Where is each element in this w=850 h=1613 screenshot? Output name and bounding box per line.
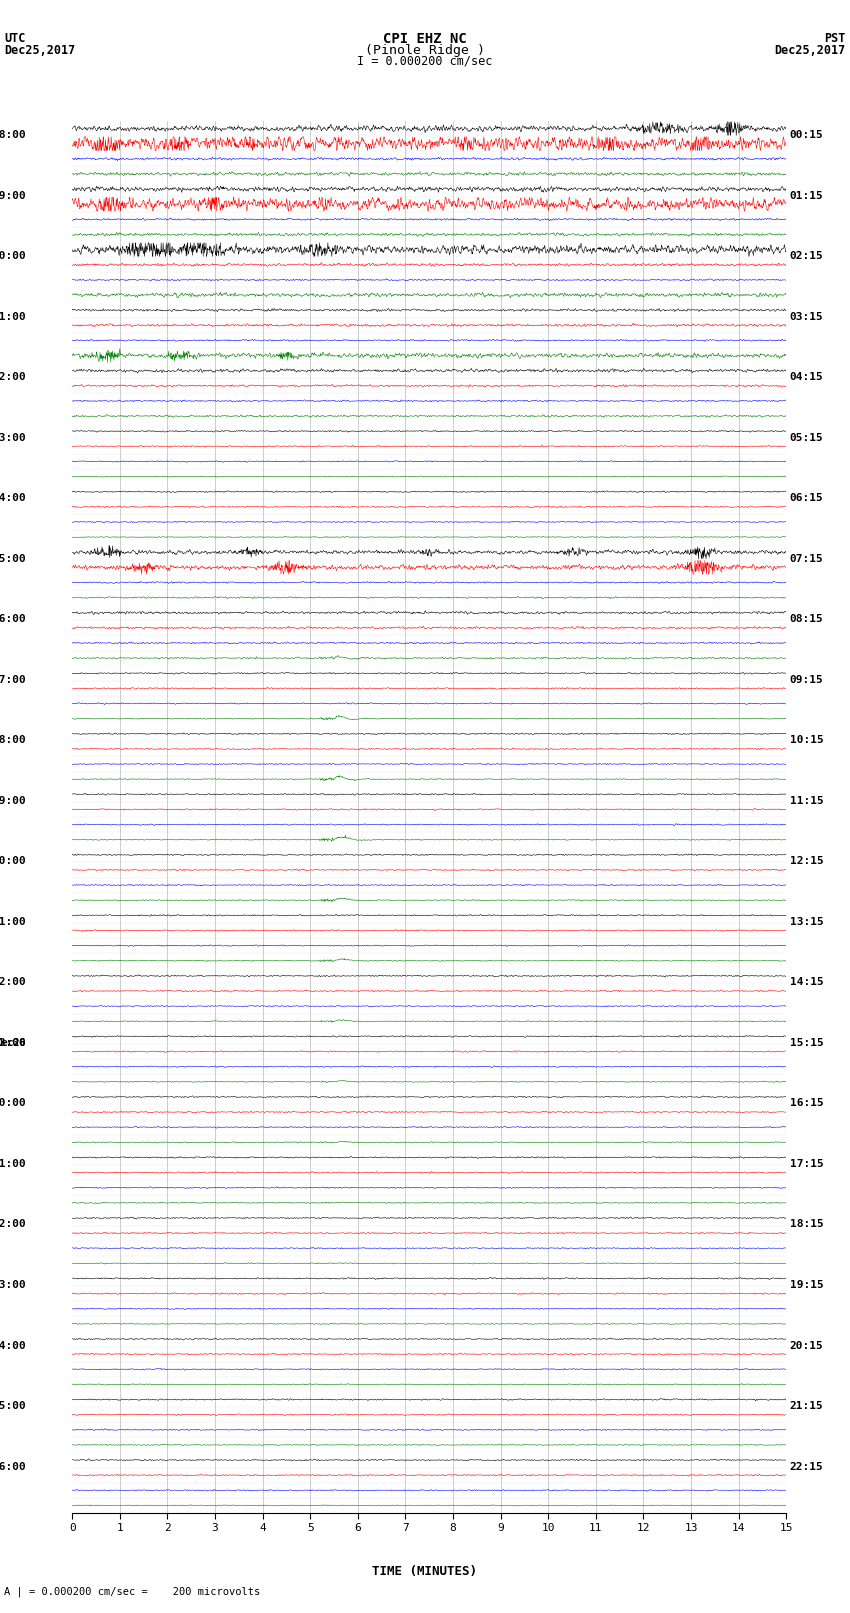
Text: 08:00: 08:00 [0, 131, 26, 140]
Text: 06:00: 06:00 [0, 1461, 26, 1471]
Text: Dec26: Dec26 [0, 1037, 26, 1048]
Text: 05:00: 05:00 [0, 1402, 26, 1411]
Text: 23:00: 23:00 [0, 1037, 26, 1048]
Text: 15:15: 15:15 [790, 1037, 824, 1048]
Text: 14:15: 14:15 [790, 977, 824, 987]
Text: 18:15: 18:15 [790, 1219, 824, 1229]
Text: 13:00: 13:00 [0, 432, 26, 442]
Text: 11:15: 11:15 [790, 795, 824, 806]
Text: 19:00: 19:00 [0, 795, 26, 806]
Text: 03:15: 03:15 [790, 311, 824, 321]
Text: 17:15: 17:15 [790, 1158, 824, 1169]
Text: 10:15: 10:15 [790, 736, 824, 745]
Text: 00:00: 00:00 [0, 1098, 26, 1108]
Text: 16:15: 16:15 [790, 1098, 824, 1108]
Text: 07:15: 07:15 [790, 553, 824, 563]
Text: 09:15: 09:15 [790, 674, 824, 686]
Text: 04:15: 04:15 [790, 373, 824, 382]
Text: A | = 0.000200 cm/sec =    200 microvolts: A | = 0.000200 cm/sec = 200 microvolts [4, 1586, 260, 1597]
Text: Dec25,2017: Dec25,2017 [774, 44, 846, 56]
Text: 12:00: 12:00 [0, 373, 26, 382]
Text: 09:00: 09:00 [0, 190, 26, 200]
Text: 06:15: 06:15 [790, 494, 824, 503]
Text: 02:00: 02:00 [0, 1219, 26, 1229]
Text: 11:00: 11:00 [0, 311, 26, 321]
Text: 02:15: 02:15 [790, 252, 824, 261]
Text: 08:15: 08:15 [790, 615, 824, 624]
Text: 12:15: 12:15 [790, 857, 824, 866]
Text: 03:00: 03:00 [0, 1281, 26, 1290]
Text: 00:15: 00:15 [790, 131, 824, 140]
Text: TIME (MINUTES): TIME (MINUTES) [372, 1565, 478, 1578]
Text: 21:00: 21:00 [0, 916, 26, 927]
Text: 20:00: 20:00 [0, 857, 26, 866]
Text: 20:15: 20:15 [790, 1340, 824, 1350]
Text: 17:00: 17:00 [0, 674, 26, 686]
Text: 05:15: 05:15 [790, 432, 824, 442]
Text: 16:00: 16:00 [0, 615, 26, 624]
Text: PST: PST [824, 32, 846, 45]
Text: (Pinole Ridge ): (Pinole Ridge ) [365, 44, 485, 56]
Text: 15:00: 15:00 [0, 553, 26, 563]
Text: 01:15: 01:15 [790, 190, 824, 200]
Text: 18:00: 18:00 [0, 736, 26, 745]
Text: 22:15: 22:15 [790, 1461, 824, 1471]
Text: Dec25,2017: Dec25,2017 [4, 44, 76, 56]
Text: 04:00: 04:00 [0, 1340, 26, 1350]
Text: I = 0.000200 cm/sec: I = 0.000200 cm/sec [357, 55, 493, 68]
Text: 21:15: 21:15 [790, 1402, 824, 1411]
Text: 19:15: 19:15 [790, 1281, 824, 1290]
Text: UTC: UTC [4, 32, 26, 45]
Text: 10:00: 10:00 [0, 252, 26, 261]
Text: CPI EHZ NC: CPI EHZ NC [383, 32, 467, 47]
Text: 14:00: 14:00 [0, 494, 26, 503]
Text: 22:00: 22:00 [0, 977, 26, 987]
Text: 01:00: 01:00 [0, 1158, 26, 1169]
Text: 13:15: 13:15 [790, 916, 824, 927]
